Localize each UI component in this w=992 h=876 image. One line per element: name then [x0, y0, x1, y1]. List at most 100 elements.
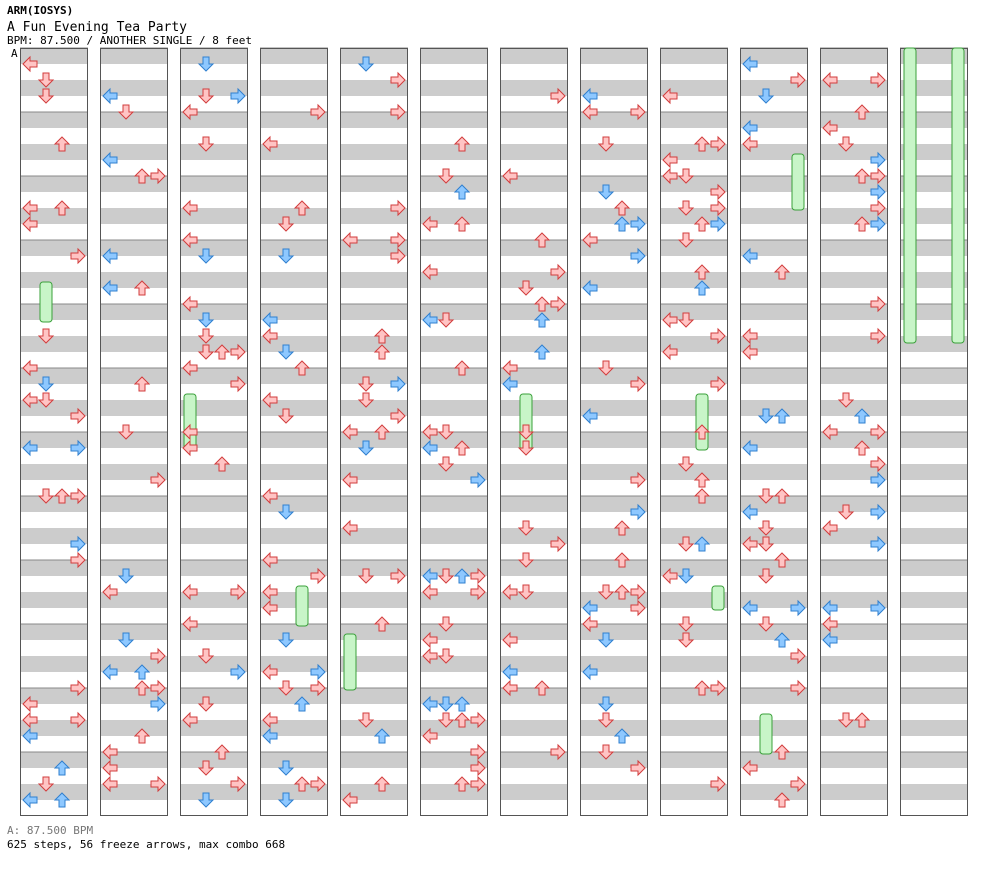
beat-band [100, 560, 168, 576]
arrow-down [357, 392, 375, 408]
freeze-arrow [39, 281, 53, 323]
beat-band [20, 496, 88, 512]
beat-band [500, 368, 568, 384]
arrow-down [357, 712, 375, 728]
arrow-right [870, 423, 886, 441]
beat-band [740, 112, 808, 128]
beat-band [180, 176, 248, 192]
beat-band [820, 752, 888, 768]
arrow-right [630, 103, 646, 121]
beat-band [20, 112, 88, 128]
arrow-right [390, 103, 406, 121]
arrow-up [373, 344, 391, 360]
beat-band [660, 176, 728, 192]
arrow-up [693, 424, 711, 440]
arrow-down [677, 616, 695, 632]
arrow-up [453, 184, 471, 200]
beat-band [500, 496, 568, 512]
arrow-down [517, 424, 535, 440]
beat-band [580, 80, 648, 96]
arrow-down [677, 200, 695, 216]
beat-band [340, 784, 408, 800]
beat-band [420, 432, 488, 448]
arrow-down [197, 56, 215, 72]
panel-border [820, 48, 888, 816]
beat-band [820, 144, 888, 160]
beat-band [420, 496, 488, 512]
panel-border [260, 48, 328, 816]
beat-band [500, 112, 568, 128]
beat-band [820, 304, 888, 320]
arrow-right [710, 135, 726, 153]
beat-band [340, 432, 408, 448]
beat-band [20, 752, 88, 768]
arrow-left [22, 55, 38, 73]
beat-band [340, 528, 408, 544]
arrow-up [773, 408, 791, 424]
arrow-up [693, 280, 711, 296]
arrow-right [70, 487, 86, 505]
arrow-down [437, 616, 455, 632]
beat-band [660, 528, 728, 544]
beat-band [580, 720, 648, 736]
arrow-down [117, 424, 135, 440]
beat-band [740, 144, 808, 160]
beat-band [260, 80, 328, 96]
arrow-down [677, 632, 695, 648]
arrow-up [533, 232, 551, 248]
arrow-left [262, 391, 278, 409]
beat-band [260, 272, 328, 288]
arrow-right [630, 247, 646, 265]
arrow-right [470, 743, 486, 761]
arrow-up [693, 216, 711, 232]
arrow-down [517, 280, 535, 296]
arrow-left [502, 167, 518, 185]
beat-band [820, 208, 888, 224]
beat-band [580, 48, 648, 64]
arrow-right [150, 695, 166, 713]
beat-band [180, 400, 248, 416]
arrow-right [70, 551, 86, 569]
arrow-left [102, 759, 118, 777]
beat-band [20, 688, 88, 704]
beat-band [580, 208, 648, 224]
beat-band [500, 176, 568, 192]
arrow-up [213, 456, 231, 472]
arrow-right [390, 567, 406, 585]
arrow-right [470, 759, 486, 777]
arrow-up [453, 360, 471, 376]
beat-band [740, 656, 808, 672]
arrow-right [310, 103, 326, 121]
arrow-down [837, 504, 855, 520]
arrow-right [70, 535, 86, 553]
arrow-left [582, 663, 598, 681]
arrow-down [37, 776, 55, 792]
arrow-left [102, 775, 118, 793]
arrow-left [662, 151, 678, 169]
arrow-right [550, 87, 566, 105]
arrow-left [262, 311, 278, 329]
beat-band [100, 464, 168, 480]
arrow-right [630, 503, 646, 521]
arrow-right [310, 567, 326, 585]
panel-border [180, 48, 248, 816]
arrow-down [517, 440, 535, 456]
arrow-up [773, 552, 791, 568]
beat-band [580, 464, 648, 480]
arrow-left [102, 743, 118, 761]
beat-band [500, 592, 568, 608]
arrow-left [822, 119, 838, 137]
beat-band [580, 432, 648, 448]
arrow-up [453, 136, 471, 152]
arrow-right [390, 407, 406, 425]
arrow-up [53, 136, 71, 152]
beat-band [20, 176, 88, 192]
beat-band [180, 496, 248, 512]
beat-band [660, 688, 728, 704]
arrow-left [182, 439, 198, 457]
arrow-up [693, 264, 711, 280]
beat-band [660, 656, 728, 672]
beat-band [340, 496, 408, 512]
beat-band [180, 592, 248, 608]
beat-band [900, 272, 968, 288]
